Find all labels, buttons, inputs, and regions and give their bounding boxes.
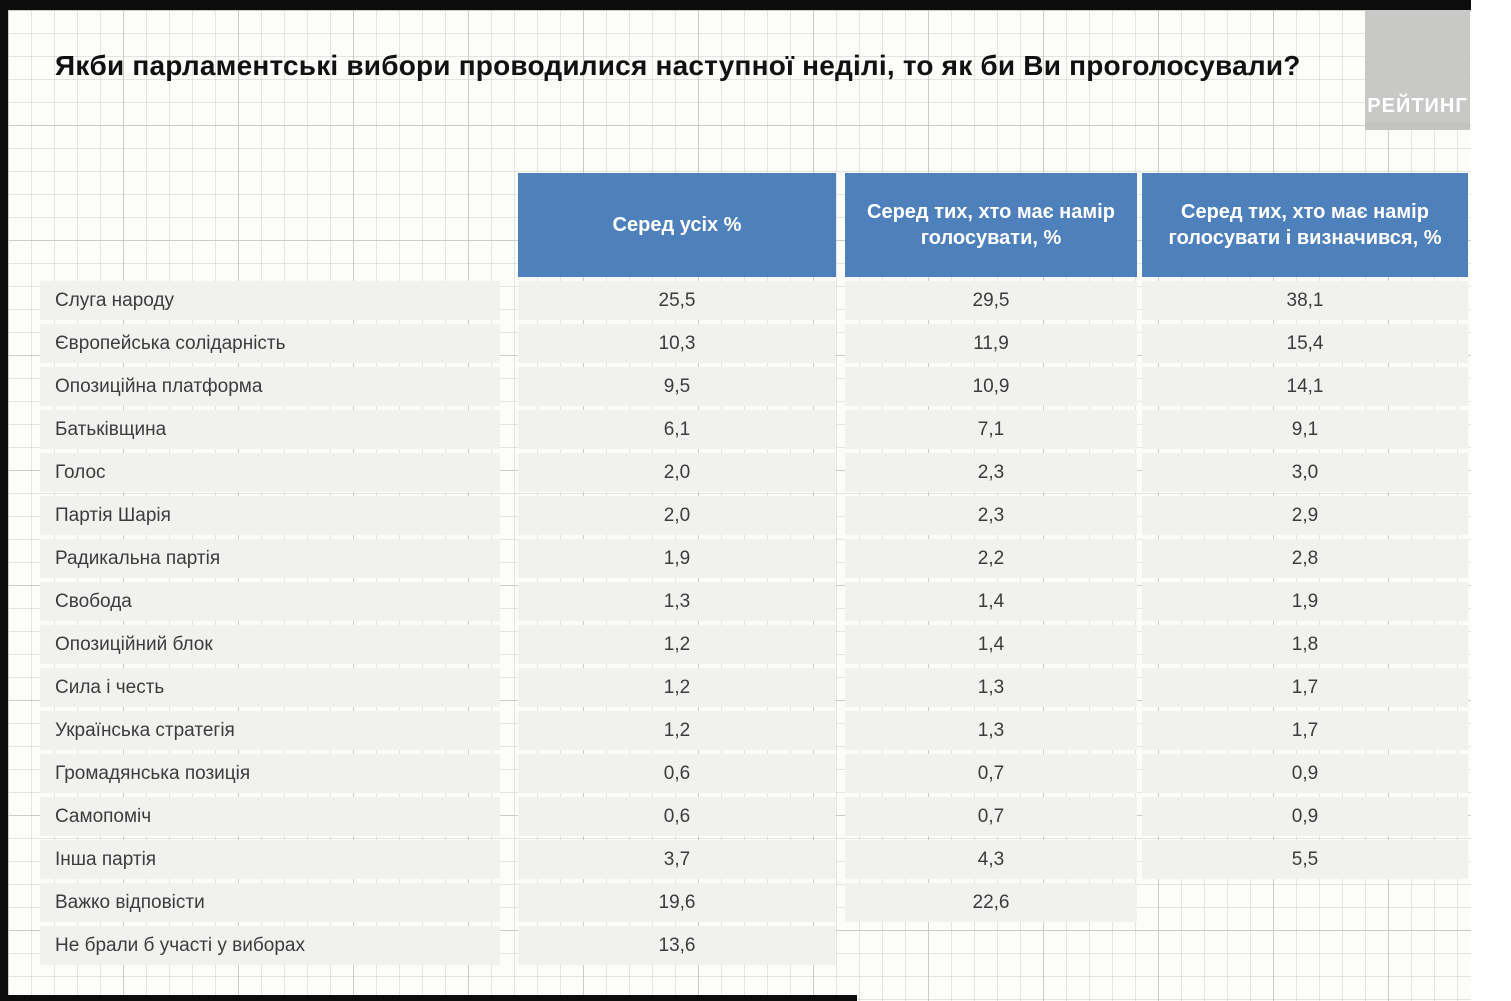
party-label: Громадянська позиція <box>40 754 500 793</box>
value-cell: 38,1 <box>1142 281 1468 320</box>
value-cell <box>845 926 1137 965</box>
rating-logo: РЕЙТИНГ <box>1365 10 1470 122</box>
party-label: Європейська солідарність <box>40 324 500 363</box>
table-row: Важко відповісти 19,6 22,6 <box>40 883 1468 922</box>
value-cell: 1,2 <box>518 668 836 707</box>
table-row: Партія Шарія 2,0 2,3 2,9 <box>40 496 1468 535</box>
page-title: Якби парламентські вибори проводилися на… <box>55 50 1301 81</box>
value-cell: 1,8 <box>1142 625 1468 664</box>
value-cell: 0,9 <box>1142 754 1468 793</box>
value-cell: 1,4 <box>845 625 1137 664</box>
party-label: Опозиційна платформа <box>40 367 500 406</box>
value-cell: 9,1 <box>1142 410 1468 449</box>
value-cell: 2,3 <box>845 496 1137 535</box>
value-cell: 1,7 <box>1142 668 1468 707</box>
value-cell: 0,7 <box>845 754 1137 793</box>
value-cell: 3,7 <box>518 840 836 879</box>
header-spacer <box>40 173 518 277</box>
frame-left-border <box>0 0 8 1001</box>
rating-logo-underline <box>1365 122 1470 130</box>
value-cell: 1,9 <box>1142 582 1468 621</box>
value-cell: 1,3 <box>518 582 836 621</box>
value-cell: 0,6 <box>518 797 836 836</box>
rating-logo-label: РЕЙТИНГ <box>1367 95 1468 117</box>
table-row: Громадянська позиція 0,6 0,7 0,9 <box>40 754 1468 793</box>
value-cell: 1,7 <box>1142 711 1468 750</box>
party-label: Опозиційний блок <box>40 625 500 664</box>
table-row: Опозиційний блок 1,2 1,4 1,8 <box>40 625 1468 664</box>
right-margin <box>1471 0 1511 1001</box>
value-cell <box>1142 926 1468 965</box>
value-cell: 2,0 <box>518 496 836 535</box>
value-cell: 0,7 <box>845 797 1137 836</box>
results-table: Серед усіх % Серед тих, хто має намір го… <box>40 173 1468 969</box>
table-row: Радикальна партія 1,9 2,2 2,8 <box>40 539 1468 578</box>
value-cell: 1,9 <box>518 539 836 578</box>
value-cell: 2,0 <box>518 453 836 492</box>
party-label: Українська стратегія <box>40 711 500 750</box>
value-cell: 1,4 <box>845 582 1137 621</box>
value-cell: 1,3 <box>845 668 1137 707</box>
value-cell: 2,3 <box>845 453 1137 492</box>
value-cell: 0,9 <box>1142 797 1468 836</box>
table-row: Українська стратегія 1,2 1,3 1,7 <box>40 711 1468 750</box>
party-label: Важко відповісти <box>40 883 500 922</box>
value-cell: 3,0 <box>1142 453 1468 492</box>
column-header-intend: Серед тих, хто має намір голосувати, % <box>845 173 1137 277</box>
column-header-decided: Серед тих, хто має намір голосувати і ви… <box>1142 173 1468 277</box>
value-cell: 1,2 <box>518 711 836 750</box>
party-label: Голос <box>40 453 500 492</box>
table-row: Не брали б участі у виборах 13,6 <box>40 926 1468 965</box>
party-label: Батьківщина <box>40 410 500 449</box>
value-cell: 10,3 <box>518 324 836 363</box>
party-label: Партія Шарія <box>40 496 500 535</box>
table-header-row: Серед усіх % Серед тих, хто має намір го… <box>40 173 1468 277</box>
value-cell: 2,8 <box>1142 539 1468 578</box>
value-cell: 10,9 <box>845 367 1137 406</box>
value-cell: 2,9 <box>1142 496 1468 535</box>
frame-top-border <box>0 0 1471 10</box>
table-row: Європейська солідарність 10,3 11,9 15,4 <box>40 324 1468 363</box>
value-cell: 19,6 <box>518 883 836 922</box>
table-row: Інша партія 3,7 4,3 5,5 <box>40 840 1468 879</box>
value-cell: 25,5 <box>518 281 836 320</box>
value-cell: 15,4 <box>1142 324 1468 363</box>
value-cell: 4,3 <box>845 840 1137 879</box>
value-cell: 1,3 <box>845 711 1137 750</box>
column-header-all: Серед усіх % <box>518 173 836 277</box>
value-cell: 9,5 <box>518 367 836 406</box>
value-cell: 0,6 <box>518 754 836 793</box>
party-label: Радикальна партія <box>40 539 500 578</box>
value-cell: 11,9 <box>845 324 1137 363</box>
party-label: Не брали б участі у виборах <box>40 926 500 965</box>
table-row: Слуга народу 25,5 29,5 38,1 <box>40 281 1468 320</box>
value-cell: 2,2 <box>845 539 1137 578</box>
table-row: Самопоміч 0,6 0,7 0,9 <box>40 797 1468 836</box>
table-rows: Слуга народу 25,5 29,5 38,1 Європейська солі… <box>40 281 1468 965</box>
frame-bottom-border <box>0 995 857 1001</box>
value-cell: 5,5 <box>1142 840 1468 879</box>
table-row: Сила і честь 1,2 1,3 1,7 <box>40 668 1468 707</box>
table-row: Опозиційна платформа 9,5 10,9 14,1 <box>40 367 1468 406</box>
table-row: Батьківщина 6,1 7,1 9,1 <box>40 410 1468 449</box>
value-cell: 29,5 <box>845 281 1137 320</box>
table-row: Голос 2,0 2,3 3,0 <box>40 453 1468 492</box>
value-cell: 6,1 <box>518 410 836 449</box>
party-label: Сила і честь <box>40 668 500 707</box>
party-label: Самопоміч <box>40 797 500 836</box>
value-cell: 22,6 <box>845 883 1137 922</box>
value-cell: 7,1 <box>845 410 1137 449</box>
value-cell: 1,2 <box>518 625 836 664</box>
table-row: Свобода 1,3 1,4 1,9 <box>40 582 1468 621</box>
value-cell <box>1142 883 1468 922</box>
party-label: Слуга народу <box>40 281 500 320</box>
party-label: Інша партія <box>40 840 500 879</box>
value-cell: 14,1 <box>1142 367 1468 406</box>
value-cell: 13,6 <box>518 926 836 965</box>
party-label: Свобода <box>40 582 500 621</box>
